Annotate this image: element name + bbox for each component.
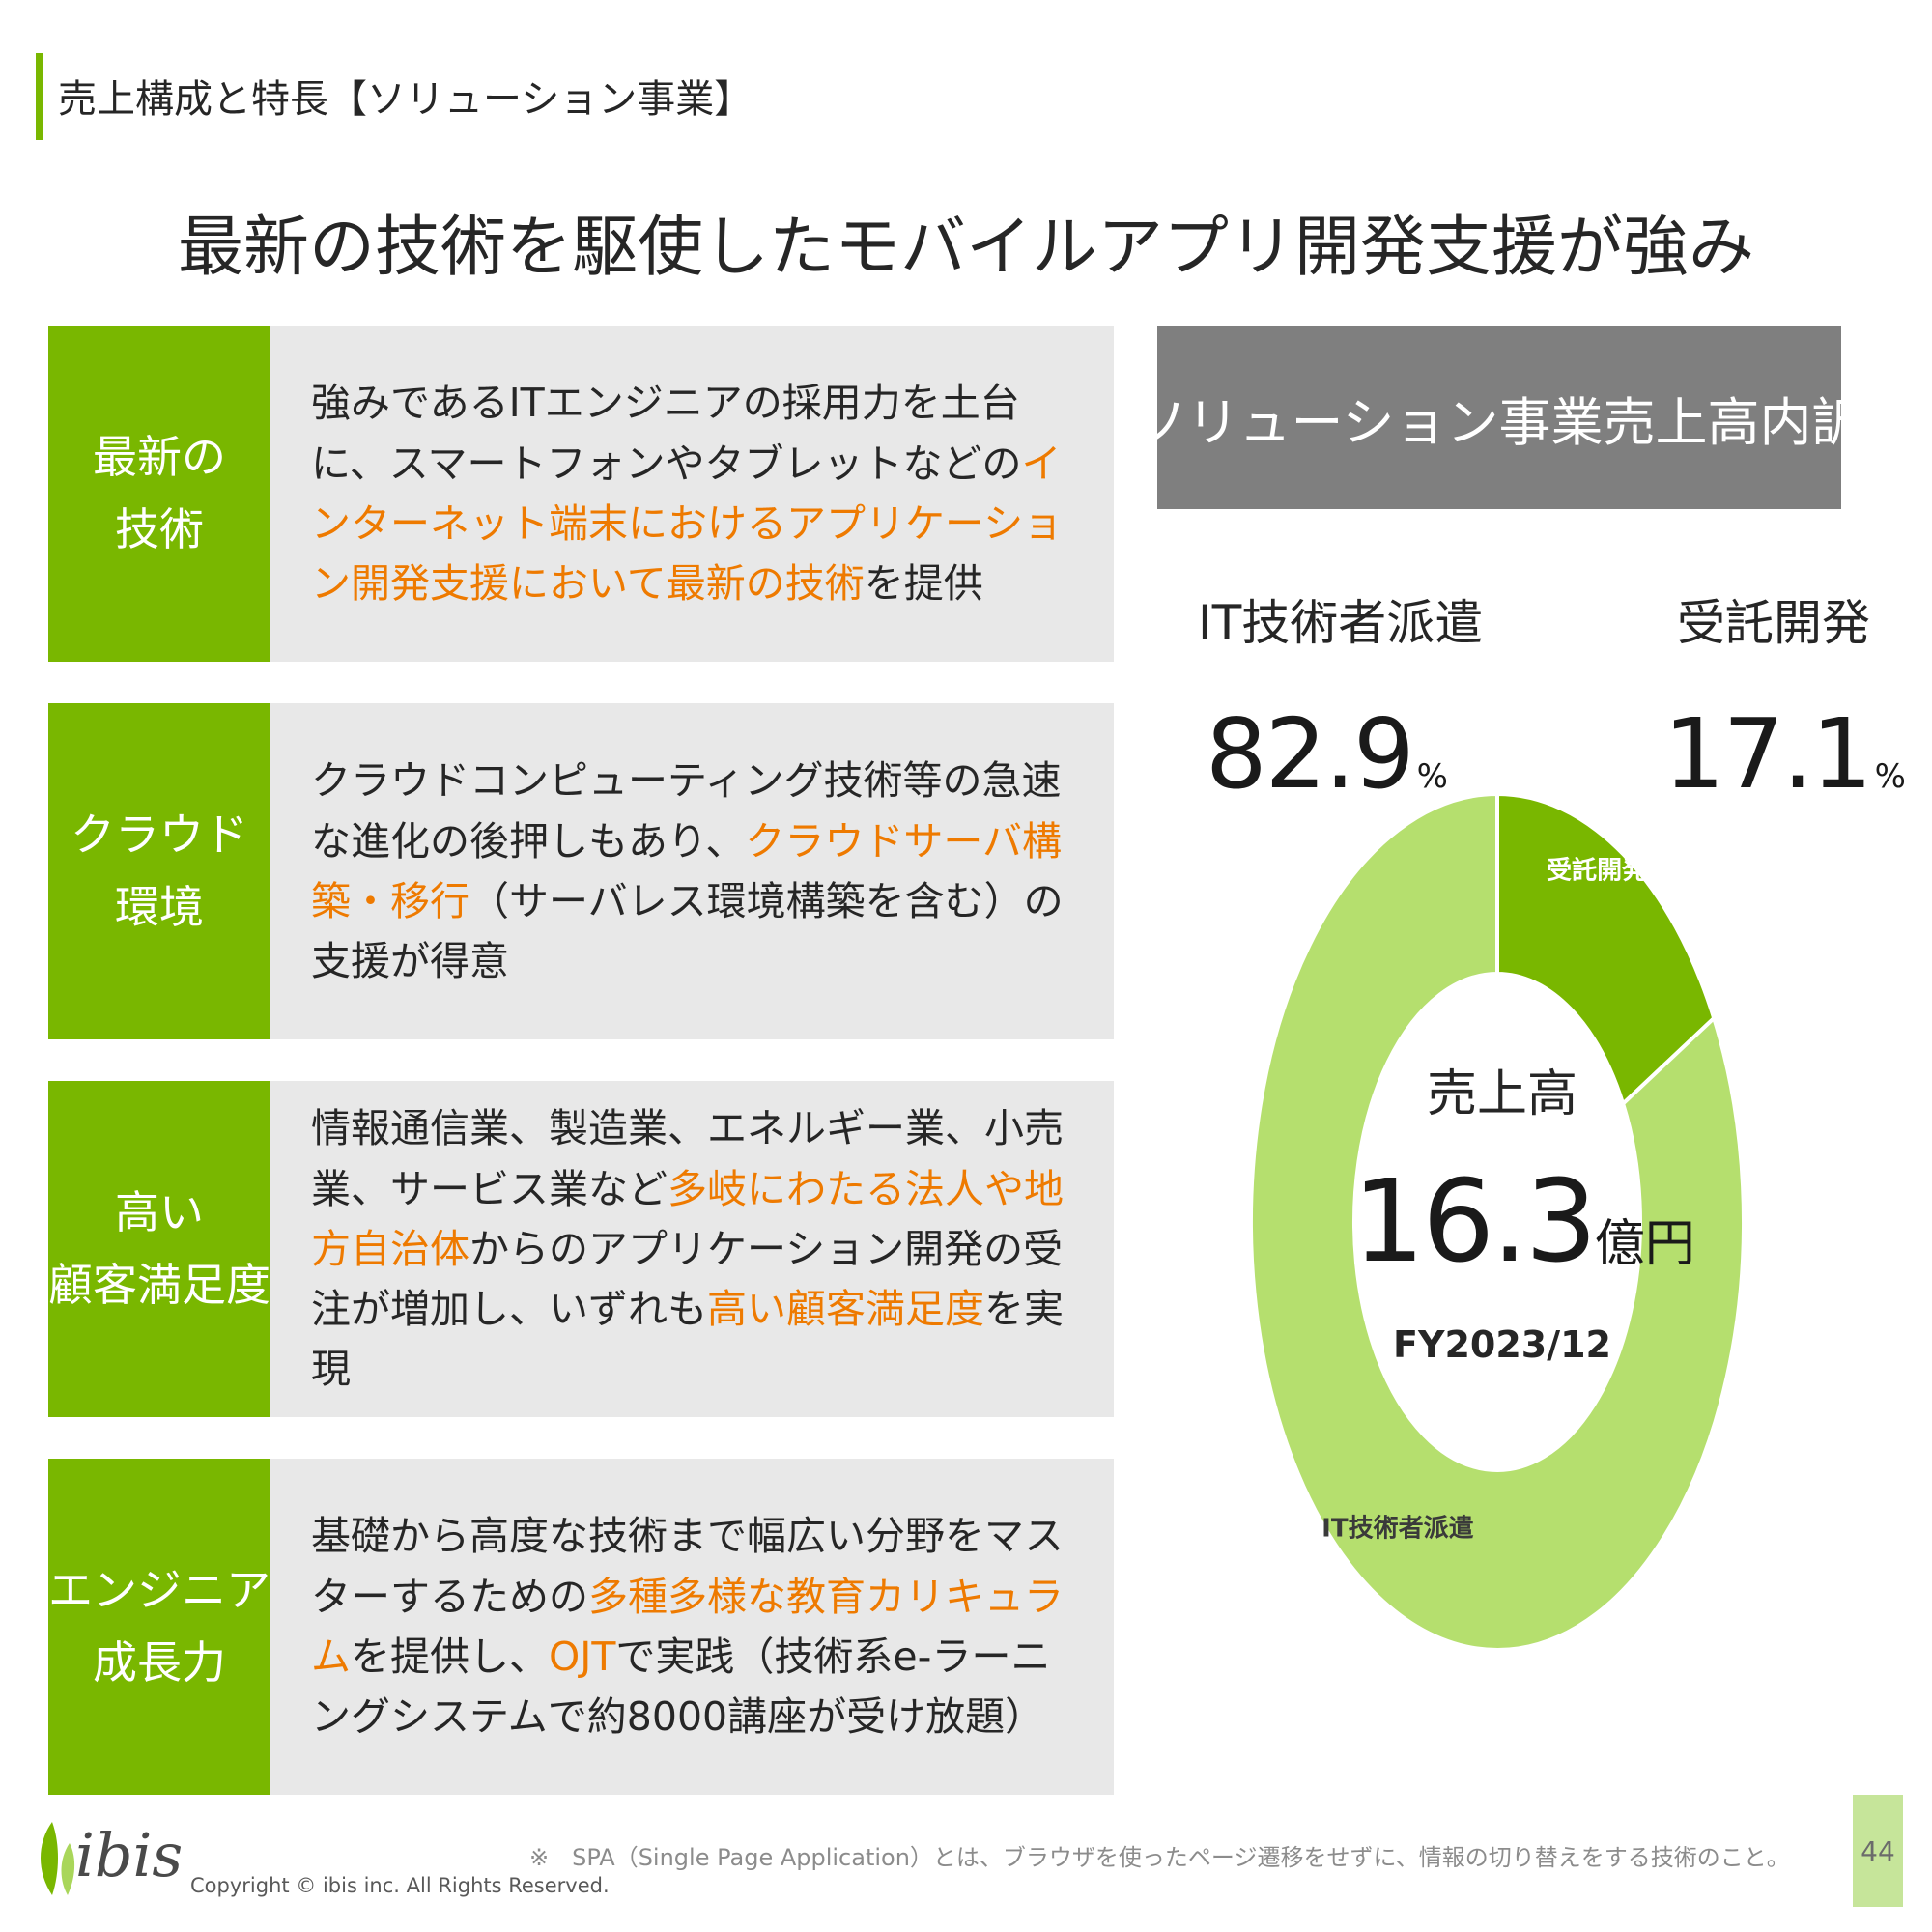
feature-text: クラウドコンピューティング技術等の急速な進化の後押しもあり、クラウドサーバ構築・… [311,751,1075,991]
feature-text-segment: からのアプリケーション開発の受注が増加し、いずれも [311,1225,1064,1333]
feature-text-highlight: 高い顧客満足度 [707,1286,984,1333]
feature-body: 強みであるITエンジニアの採用力を土台に、スマートフォンやタブレットなどのインタ… [270,326,1114,662]
feature-card-satisfaction: 高い 顧客満足度 情報通信業、製造業、エネルギー業、小売業、サービス業など多岐に… [48,1081,1114,1417]
feature-label-line: 技術 [115,503,204,555]
revenue-donut-chart: 受託開発 IT技術者派遣 [1249,791,1746,1652]
segment-percent-it-dispatch: 82.9% [1206,697,1448,810]
feature-text-segment: 情報通信業、製造業、エネルギー業、小売業、サービス業など [311,1105,1064,1212]
feature-text-segment: 基礎から高度な技術まで幅広い分野をマスターするための [311,1513,1064,1620]
feature-label-line: 成長力 [93,1636,226,1689]
center-revenue-label: 売上高 [1426,1065,1577,1123]
feature-card-engineer-growth: エンジニア 成長力 基礎から高度な技術まで幅広い分野をマスターするための多種多様… [48,1459,1114,1795]
section-accent-bar [36,53,43,140]
feature-text-segment: を提供 [864,560,983,608]
feature-text-segment: （サーバレス環境構築を含む）の支援が得意 [311,878,1064,985]
ibis-logo-text: ibis [75,1820,184,1890]
footnote: ※ SPA（Single Page Application）とは、ブラウザを使っ… [529,1844,1790,1871]
feature-text-highlight: 多岐にわたる法人や地方自治体 [311,1165,1064,1272]
copyright: Copyright © ibis inc. All Rights Reserve… [190,1874,610,1897]
donut-slice-label: 受託開発 [1547,855,1648,885]
section-label: 売上構成と特長【ソリューション事業】 [58,77,753,122]
feature-label: 最新の 技術 [48,326,270,662]
feature-text-highlight: クラウドサーバ構築・移行 [311,817,1062,924]
center-period: FY2023/12 [1393,1323,1611,1366]
donut-slice-contract-dev [1495,791,1717,1108]
segment-name-it-dispatch: IT技術者派遣 [1198,595,1484,651]
center-revenue-value: 16.3億円 [1352,1154,1695,1288]
feature-label-line: クラウド [71,809,248,862]
segment-name-contract-dev: 受託開発 [1677,595,1870,651]
ibis-logo-icon [41,1822,75,1895]
feature-label: クラウド 環境 [48,703,270,1039]
donut-slice-label: IT技術者派遣 [1321,1515,1473,1544]
feature-label: エンジニア 成長力 [48,1459,270,1795]
donut-slice-it-dispatch [1249,791,1746,1652]
feature-label-line: 最新の [93,431,226,484]
feature-text-highlight: インターネット端末におけるアプリケーション開発支援において最新の技術 [311,440,1064,608]
feature-text-segment: で実践（技術系e-ラーニングシステムで約8000講座が受け放題） [311,1634,1051,1741]
feature-text: 基礎から高度な技術まで幅広い分野をマスターするための多種多様な教育カリキュラムを… [311,1506,1075,1747]
segment-percent-contract-dev: 17.1% [1663,697,1906,810]
feature-label-line: 環境 [115,881,204,933]
feature-label-line: エンジニア [48,1564,270,1617]
feature-text: 強みであるITエンジニアの採用力を土台に、スマートフォンやタブレットなどのインタ… [311,373,1075,613]
feature-text-segment: を提供し、 [351,1634,549,1680]
page-number: 44 [1853,1795,1903,1907]
feature-text-segment: を実現 [311,1286,1064,1393]
feature-label-line: 高い [115,1186,204,1239]
feature-text-highlight: OJT [549,1634,616,1680]
feature-text-segment: 強みであるITエンジニアの採用力を土台に、スマートフォンやタブレットなどの [311,380,1022,487]
feature-body: 情報通信業、製造業、エネルギー業、小売業、サービス業など多岐にわたる法人や地方自… [270,1081,1114,1417]
feature-body: クラウドコンピューティング技術等の急速な進化の後押しもあり、クラウドサーバ構築・… [270,703,1114,1039]
feature-label-line: 顧客満足度 [48,1259,270,1311]
feature-text: 情報通信業、製造業、エネルギー業、小売業、サービス業など多岐にわたる法人や地方自… [311,1098,1075,1400]
breakdown-panel-title: ソリューション事業売上高内訳 [1135,326,1863,509]
feature-card-cloud: クラウド 環境 クラウドコンピューティング技術等の急速な進化の後押しもあり、クラ… [48,703,1114,1039]
feature-text-highlight: 多種多様な教育カリキュラム [311,1573,1064,1680]
feature-card-latest-tech: 最新の 技術 強みであるITエンジニアの採用力を土台に、スマートフォンやタブレッ… [48,326,1114,662]
page-headline: 最新の技術を駆使したモバイルアプリ開発支援が強み [177,210,1754,286]
feature-text-segment: クラウドコンピューティング技術等の急速な進化の後押しもあり、 [311,757,1062,865]
feature-label: 高い 顧客満足度 [48,1081,270,1417]
feature-body: 基礎から高度な技術まで幅広い分野をマスターするための多種多様な教育カリキュラムを… [270,1459,1114,1795]
